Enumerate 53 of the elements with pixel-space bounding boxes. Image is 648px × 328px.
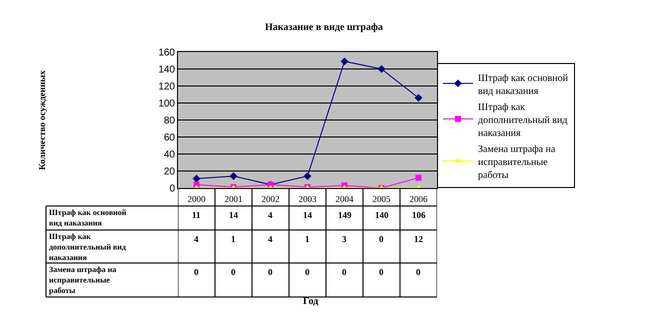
- data-label: 4: [194, 234, 199, 244]
- x-tick-label: 2000: [188, 194, 206, 204]
- x-tick-label: 2004: [336, 194, 354, 204]
- data-label: 0: [342, 267, 347, 277]
- y-tick-label: 120: [158, 82, 176, 92]
- data-label: 4: [268, 234, 273, 244]
- y-tick-label: 20: [164, 166, 176, 178]
- legend-label: Штраф как основной вид наказания: [478, 72, 569, 97]
- data-label: 3: [342, 234, 347, 244]
- point: [192, 174, 200, 183]
- text: Штраф как дополнительный вид наказания: [49, 232, 126, 262]
- data-label: 0: [231, 267, 236, 277]
- legend-label: Замена штрафа на исправительные работы: [478, 144, 556, 181]
- legend-label: Штраф как дополнительный вид наказания: [478, 102, 568, 139]
- data-label: 4: [268, 210, 273, 220]
- data-label: 0: [379, 267, 384, 277]
- y-tick-label: 140: [158, 64, 176, 76]
- text: Год: [303, 296, 318, 307]
- y-tick-label: 80: [164, 116, 176, 126]
- point: [304, 172, 312, 180]
- y-tick-label: 60: [164, 132, 176, 144]
- point: [414, 94, 422, 102]
- point: [416, 174, 422, 181]
- point: [340, 57, 348, 66]
- text: Количество осужденных: [37, 70, 47, 170]
- x-tick-label: 2006: [410, 194, 428, 204]
- y-tick-label: 0: [169, 184, 176, 194]
- data-label: 140: [375, 210, 389, 220]
- x-tick-label: 2002: [262, 194, 280, 204]
- data-label: 0: [268, 267, 273, 277]
- data-label: 0: [379, 234, 384, 244]
- data-label: 149: [338, 210, 352, 220]
- y-tick-label: 100: [158, 98, 176, 110]
- data-label: 14: [229, 210, 238, 220]
- data-label: 0: [416, 267, 421, 277]
- data-label: 12: [414, 234, 424, 244]
- x-tick-label: 2001: [224, 194, 242, 204]
- y-tick-label: 160: [158, 48, 176, 58]
- data-label: 0: [305, 267, 310, 277]
- chart-title: Наказание в виде штрафа: [265, 22, 383, 33]
- data-label: 106: [412, 210, 426, 220]
- data-label: 11: [192, 210, 202, 220]
- point: [378, 65, 386, 73]
- text: Штраф как основной вид наказания: [49, 208, 126, 228]
- x-tick-label: 2003: [298, 194, 317, 204]
- point: [230, 172, 238, 180]
- x-tick-label: 2005: [372, 194, 391, 204]
- data-label: 1: [231, 234, 236, 244]
- text: Замена штрафа на исправительные работы: [49, 265, 116, 295]
- data-label: 1: [305, 234, 310, 244]
- data-label: 0: [194, 267, 199, 277]
- y-tick-label: 40: [164, 150, 176, 160]
- data-label: 14: [303, 210, 312, 220]
